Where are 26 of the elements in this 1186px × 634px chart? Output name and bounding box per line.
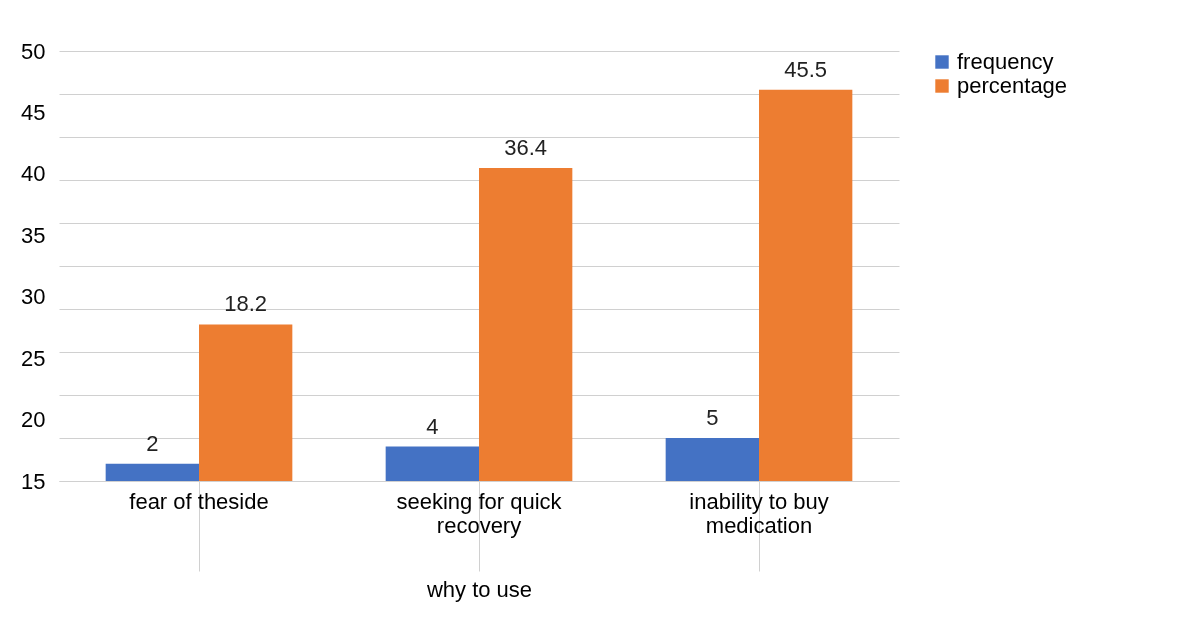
y-tick-label: 20 <box>21 407 46 433</box>
data-label: 18.2 <box>224 291 268 317</box>
y-tick-label: 45 <box>21 99 46 125</box>
y-tick-label: 35 <box>21 222 46 248</box>
bar <box>199 324 293 481</box>
bar <box>385 446 479 481</box>
x-tick-label: fear of theside <box>129 488 269 514</box>
y-tick-label: 15 <box>21 468 46 494</box>
x-tick-label: inability to buy medication <box>689 488 829 538</box>
bar <box>479 167 573 481</box>
x-tick-label: seeking for quick recovery <box>396 488 563 538</box>
bar <box>665 438 759 481</box>
y-tick-label: 50 <box>21 38 46 64</box>
x-axis-title: why to use <box>425 577 533 602</box>
y-tick-label: 30 <box>21 284 46 310</box>
data-label: 45.5 <box>784 56 828 82</box>
legend-label: percentage <box>957 73 1068 98</box>
bar <box>105 463 199 481</box>
data-label: 36.4 <box>504 134 548 160</box>
data-label: 5 <box>706 405 719 430</box>
data-label: 4 <box>426 413 439 439</box>
y-tick-label: 40 <box>21 161 46 187</box>
y-tick-label: 25 <box>21 345 46 371</box>
legend-label: frequency <box>957 49 1054 74</box>
data-label: 2 <box>146 430 159 456</box>
bar <box>759 89 853 481</box>
